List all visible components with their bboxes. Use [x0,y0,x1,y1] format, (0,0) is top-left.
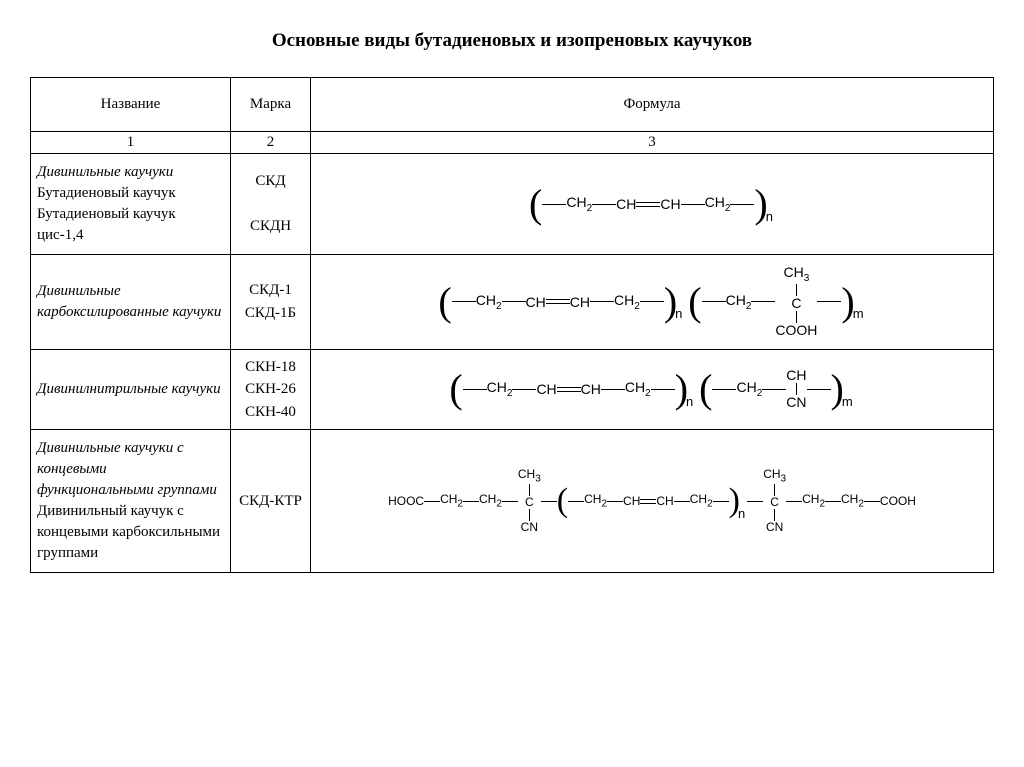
table-row: Дивинильные каучуки с концевыми функцион… [31,430,994,573]
brand-cell: СКД-КТР [231,430,311,573]
numcell-2: 2 [231,132,311,154]
header-brand: Марка [231,78,311,132]
table-row: Дивинильные каучуки Бутадиеновый каучук … [31,154,994,255]
header-formula: Формула [311,78,994,132]
number-row: 1 2 3 [31,132,994,154]
brand-cell: СКД-1 СКД-1Б [231,255,311,350]
formula-polybutadiene: ( CH2 CH CH CH2 ) n [529,188,775,220]
numcell-3: 3 [311,132,994,154]
header-name: Название [31,78,231,132]
name-cell: Дивинильные каучуки с концевыми функцион… [31,430,231,573]
name-italic: Дивинилнитрильные каучуки [37,381,221,397]
name-rest: Бутадиеновый каучук Бутадиеновый каучук … [37,185,176,243]
formula-cell: HOOC CH2 CH2 CH3 C CN ( CH2 CH [311,430,994,573]
name-italic: Дивинильные каучуки с концевыми функцион… [37,440,217,498]
brand-cell: СКН-18 СКН-26 СКН-40 [231,349,311,430]
numcell-1: 1 [31,132,231,154]
formula-nitrile: ( CH2 CH CH CH2 ) n ( CH2 CH [449,368,854,411]
formula-cell: ( CH2 CH CH CH2 ) n ( CH2 CH3 [311,255,994,350]
name-rest: Дивинильный каучук с концевыми карбоксил… [37,503,220,561]
name-italic: Дивинильные карбоксилированные каучуки [37,283,221,320]
formula-cell: ( CH2 CH CH CH2 ) n [311,154,994,255]
table-row: Дивинилнитрильные каучуки СКН-18 СКН-26 … [31,349,994,430]
formula-endgroup: HOOC CH2 CH2 CH3 C CN ( CH2 CH [388,468,916,535]
name-cell: Дивинилнитрильные каучуки [31,349,231,430]
header-row: Название Марка Формула [31,78,994,132]
name-italic: Дивинильные каучуки [37,164,173,180]
table-row: Дивинильные карбоксилированные каучуки С… [31,255,994,350]
page-title: Основные виды бутадиеновых и изопреновых… [30,30,994,52]
name-cell: Дивинильные карбоксилированные каучуки [31,255,231,350]
formula-carboxylated: ( CH2 CH CH CH2 ) n ( CH2 CH3 [438,265,865,339]
name-cell: Дивинильные каучуки Бутадиеновый каучук … [31,154,231,255]
brand-cell: СКД СКДН [231,154,311,255]
rubber-types-table: Название Марка Формула 1 2 3 Дивинильные… [30,77,994,573]
formula-cell: ( CH2 CH CH CH2 ) n ( CH2 CH [311,349,994,430]
